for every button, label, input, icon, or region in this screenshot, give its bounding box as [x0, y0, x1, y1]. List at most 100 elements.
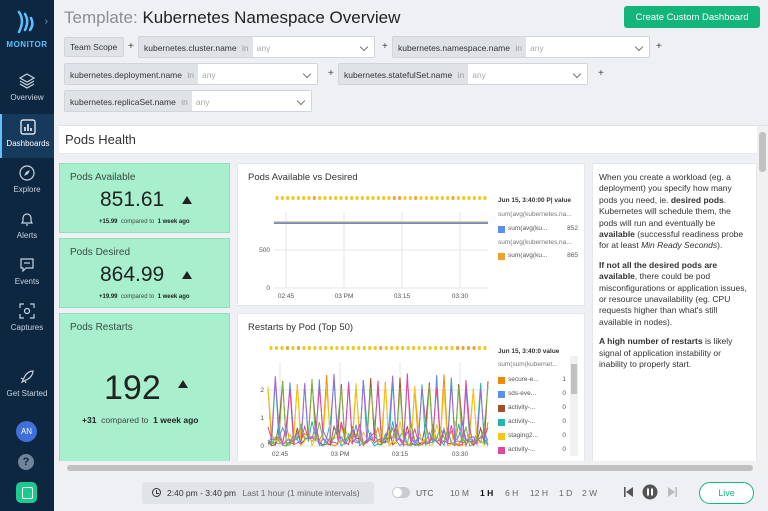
filter-value-select[interactable]: any — [198, 63, 318, 85]
utc-toggle[interactable] — [392, 487, 410, 498]
tile-comparison: +15.99 compared to 1 week ago — [99, 219, 190, 225]
event-marker — [318, 346, 322, 350]
sidebar-item-overview[interactable]: Overview — [0, 68, 54, 112]
sidebar-item-get-started[interactable]: Get Started — [0, 364, 54, 408]
team-scope-chip[interactable]: Team Scope — [64, 37, 124, 57]
sidebar-item-dashboards[interactable]: Dashboards — [0, 114, 54, 158]
horizontal-scrollbar[interactable] — [59, 463, 768, 473]
event-marker — [334, 196, 338, 200]
zoom-12h[interactable]: 12 H — [530, 488, 548, 498]
filter-operator: in — [515, 43, 522, 53]
event-marker — [357, 346, 361, 350]
legend-swatch — [498, 447, 505, 454]
chart-title: Restarts by Pod (Top 50) — [248, 322, 354, 333]
live-button[interactable]: Live — [699, 482, 754, 504]
message-icon — [20, 258, 34, 273]
sidebar-item-captures[interactable]: Captures — [0, 298, 54, 342]
filter-cluster-name[interactable]: kubernetes.cluster.name in any — [138, 36, 375, 58]
legend-series[interactable]: sum(avg(ku... — [508, 225, 548, 232]
legend-series[interactable]: sum(avg(ku... — [508, 252, 548, 259]
event-marker — [286, 196, 290, 200]
tile-value: 851.61 — [100, 188, 165, 211]
event-marker — [360, 196, 364, 200]
chart2-plot: 02:45 03 PM 03:15 03:30 0 1 2 — [260, 346, 489, 458]
legend-metric: sum(avg(kubernetes.na... — [498, 239, 572, 246]
legend-swatch — [498, 419, 505, 426]
sidebar-item-label: Dashboards — [6, 139, 50, 148]
tile-pods-restarts[interactable]: Pods Restarts 192 +31 compared to 1 week… — [59, 313, 230, 461]
event-marker — [440, 196, 444, 200]
filter-value-select[interactable]: any — [191, 90, 312, 112]
skip-forward-icon[interactable] — [667, 486, 677, 498]
zoom-1h[interactable]: 1 H — [480, 488, 494, 498]
filter-value-select[interactable]: any — [468, 63, 589, 85]
legend-series[interactable]: activity-... — [508, 446, 536, 453]
event-marker — [401, 346, 405, 350]
legend-series[interactable]: activity-... — [508, 404, 536, 411]
sidebar-item-alerts[interactable]: Alerts — [0, 206, 54, 250]
add-filter-icon[interactable]: + — [598, 68, 604, 79]
title-text: Kubernetes Namespace Overview — [142, 8, 401, 27]
avatar[interactable]: AN — [16, 421, 37, 442]
event-marker — [351, 346, 355, 350]
filter-value-select[interactable]: any — [526, 36, 650, 58]
x-tick-label: 03:30 — [452, 451, 469, 458]
event-marker — [312, 196, 316, 200]
zoom-2w[interactable]: 2 W — [582, 488, 598, 498]
event-marker — [371, 196, 375, 200]
collapse-chevron-icon[interactable]: › — [44, 16, 48, 27]
tile-value: 864.99 — [100, 263, 165, 286]
skip-back-icon[interactable] — [624, 486, 634, 498]
create-custom-dashboard-button[interactable]: Create Custom Dashboard — [624, 6, 760, 28]
event-marker — [355, 196, 359, 200]
legend-series[interactable]: activity-... — [508, 418, 536, 425]
zoom-10m[interactable]: 10 M — [450, 488, 469, 498]
legend-swatch — [498, 433, 505, 440]
title-prefix: Template: — [64, 8, 138, 27]
logo[interactable]: › MONITOR — [0, 6, 54, 56]
filter-statefulset-name[interactable]: kubernetes.statefulSet.name in any — [338, 63, 589, 85]
legend-value: 0 — [562, 446, 566, 453]
zoom-6h[interactable]: 6 H — [505, 488, 519, 498]
event-marker — [373, 346, 377, 350]
event-marker — [274, 346, 278, 350]
event-marker — [307, 346, 311, 350]
sidebar-item-events[interactable]: Events — [0, 252, 54, 296]
filter-namespace-name[interactable]: kubernetes.namespace.name in any — [392, 36, 650, 58]
x-tick-label: 02:45 — [272, 451, 289, 458]
x-tick-label: 02:45 — [278, 293, 295, 300]
event-marker — [451, 196, 455, 200]
tile-pods-available[interactable]: Pods Available 851.61 +15.99 compared to… — [59, 163, 230, 233]
add-filter-icon[interactable]: + — [656, 41, 662, 52]
series-line — [267, 373, 489, 448]
zoom-1d[interactable]: 1 D — [559, 488, 573, 498]
event-marker — [478, 346, 482, 350]
app-switch-icon[interactable] — [16, 482, 37, 503]
filter-replicaset-name[interactable]: kubernetes.replicaSet.name in any — [64, 90, 312, 112]
legend-time: Jun 15, 3:40:0 value — [498, 348, 560, 355]
event-marker — [291, 196, 295, 200]
clock-icon — [152, 488, 161, 497]
time-range-selector[interactable]: 2:40 pm - 3:40 pm Last 1 hour (1 minute … — [142, 482, 374, 504]
chart-pods-available-vs-desired[interactable]: Pods Available vs Desired 02:45 03 PM 03:1… — [237, 163, 585, 306]
event-marker — [340, 346, 344, 350]
filter-value-select[interactable]: any — [252, 36, 375, 58]
add-filter-icon[interactable]: + — [382, 41, 388, 52]
pause-icon[interactable] — [642, 484, 658, 500]
trend-up-icon — [182, 196, 192, 204]
panel-scrollbar[interactable] — [757, 126, 768, 461]
chart-restarts-by-pod[interactable]: Restarts by Pod (Top 50) 02:45 03 PM 03:15… — [237, 313, 585, 461]
help-icon[interactable]: ? — [18, 454, 34, 470]
x-tick-label: 03:30 — [452, 293, 469, 300]
filter-deployment-name[interactable]: kubernetes.deployment.name in any — [64, 63, 318, 85]
add-filter-icon[interactable]: + — [328, 68, 334, 79]
add-filter-icon[interactable]: + — [128, 41, 134, 52]
tile-pods-desired[interactable]: Pods Desired 864.99 +19.99 compared to 1… — [59, 238, 230, 308]
legend-series[interactable]: sds-eve... — [508, 390, 537, 397]
legend-series[interactable]: staging2... — [508, 432, 538, 439]
legend-scrollbar[interactable] — [570, 356, 578, 456]
event-marker — [472, 346, 476, 350]
event-marker — [344, 196, 348, 200]
sidebar-item-explore[interactable]: Explore — [0, 160, 54, 204]
legend-series[interactable]: secure-e... — [508, 376, 539, 383]
